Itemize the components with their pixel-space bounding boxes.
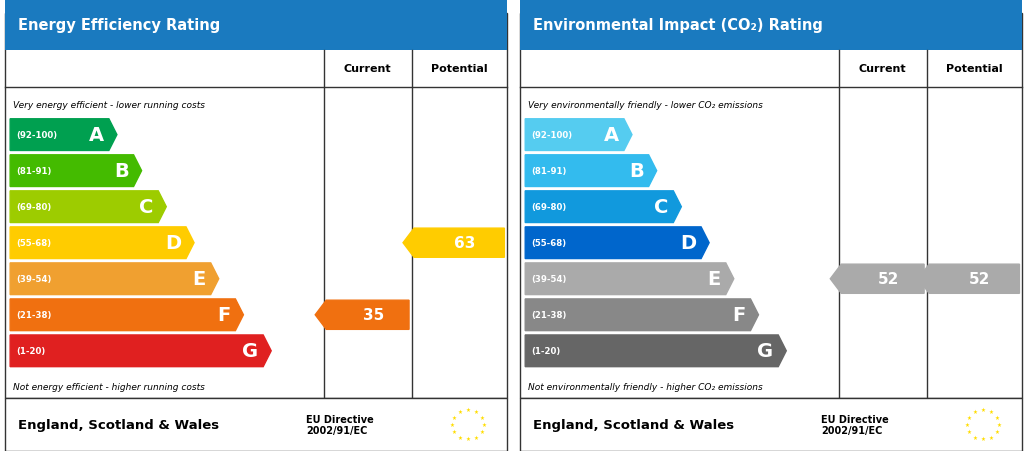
Polygon shape — [315, 300, 409, 330]
Text: ★: ★ — [479, 414, 484, 419]
Text: ★: ★ — [474, 409, 478, 414]
Text: ★: ★ — [973, 434, 977, 440]
Bar — [5, 14, 507, 398]
Text: ★: ★ — [967, 414, 972, 419]
Polygon shape — [525, 335, 786, 367]
Text: (55-68): (55-68) — [16, 239, 51, 248]
Text: G: G — [757, 341, 773, 360]
Text: B: B — [114, 162, 129, 181]
Text: A: A — [604, 126, 618, 145]
Text: ★: ★ — [965, 422, 970, 427]
Text: ★: ★ — [981, 407, 985, 412]
Text: C: C — [654, 198, 669, 216]
Text: D: D — [680, 234, 696, 253]
Text: EU Directive
2002/91/EC: EU Directive 2002/91/EC — [306, 414, 374, 435]
Bar — [5, 398, 507, 451]
Text: G: G — [242, 341, 258, 360]
Text: E: E — [708, 270, 721, 289]
Text: 35: 35 — [362, 308, 384, 322]
Text: England, Scotland & Wales: England, Scotland & Wales — [17, 418, 219, 431]
Text: (39-54): (39-54) — [16, 275, 51, 284]
Text: ★: ★ — [981, 437, 985, 442]
Text: F: F — [732, 306, 745, 325]
Polygon shape — [10, 227, 195, 259]
Text: Not environmentally friendly - higher CO₂ emissions: Not environmentally friendly - higher CO… — [527, 382, 763, 391]
Polygon shape — [10, 335, 271, 367]
Text: ★: ★ — [474, 434, 478, 440]
Text: ★: ★ — [479, 429, 484, 434]
Polygon shape — [403, 229, 505, 258]
Text: (69-80): (69-80) — [531, 203, 566, 212]
Text: 52: 52 — [969, 272, 990, 286]
Text: ★: ★ — [466, 407, 470, 412]
Bar — [520, 14, 1022, 398]
Text: (39-54): (39-54) — [531, 275, 566, 284]
Text: ★: ★ — [452, 429, 457, 434]
Polygon shape — [525, 156, 656, 187]
Text: A: A — [89, 126, 103, 145]
Bar — [5, 0, 507, 51]
Text: F: F — [217, 306, 230, 325]
Text: Not energy efficient - higher running costs: Not energy efficient - higher running co… — [12, 382, 205, 391]
Text: (81-91): (81-91) — [531, 167, 566, 176]
Polygon shape — [10, 191, 166, 223]
Text: ★: ★ — [481, 422, 486, 427]
Text: (81-91): (81-91) — [16, 167, 51, 176]
Polygon shape — [525, 227, 710, 259]
Text: D: D — [165, 234, 181, 253]
Text: ★: ★ — [458, 409, 462, 414]
Polygon shape — [525, 299, 759, 331]
Bar — [520, 0, 1022, 51]
Text: EU Directive
2002/91/EC: EU Directive 2002/91/EC — [821, 414, 889, 435]
Text: (69-80): (69-80) — [16, 203, 51, 212]
Text: Very environmentally friendly - lower CO₂ emissions: Very environmentally friendly - lower CO… — [527, 101, 763, 110]
Text: ★: ★ — [994, 429, 999, 434]
Text: England, Scotland & Wales: England, Scotland & Wales — [532, 418, 734, 431]
Text: E: E — [193, 270, 206, 289]
Polygon shape — [525, 191, 681, 223]
Text: ★: ★ — [450, 422, 455, 427]
Text: ★: ★ — [973, 409, 977, 414]
Text: (1-20): (1-20) — [531, 346, 560, 355]
Text: (21-38): (21-38) — [531, 311, 566, 320]
Polygon shape — [525, 120, 632, 151]
Text: B: B — [629, 162, 644, 181]
Text: (21-38): (21-38) — [16, 311, 51, 320]
Text: ★: ★ — [452, 414, 457, 419]
Text: (92-100): (92-100) — [16, 131, 57, 140]
Text: (1-20): (1-20) — [16, 346, 45, 355]
Polygon shape — [10, 263, 219, 295]
Polygon shape — [830, 265, 924, 294]
Polygon shape — [919, 265, 1020, 294]
Text: ★: ★ — [989, 434, 993, 440]
Bar — [520, 398, 1022, 451]
Text: Potential: Potential — [431, 64, 487, 74]
Text: Environmental Impact (CO₂) Rating: Environmental Impact (CO₂) Rating — [532, 18, 822, 33]
Text: ★: ★ — [967, 429, 972, 434]
Text: ★: ★ — [996, 422, 1001, 427]
Text: ★: ★ — [458, 434, 462, 440]
Polygon shape — [10, 120, 117, 151]
Text: ★: ★ — [994, 414, 999, 419]
Text: ★: ★ — [989, 409, 993, 414]
Text: ★: ★ — [466, 437, 470, 442]
Bar — [949, 402, 1017, 446]
Text: (55-68): (55-68) — [531, 239, 566, 248]
Polygon shape — [10, 156, 141, 187]
Polygon shape — [525, 263, 734, 295]
Text: Very energy efficient - lower running costs: Very energy efficient - lower running co… — [12, 101, 205, 110]
Text: Energy Efficiency Rating: Energy Efficiency Rating — [17, 18, 220, 33]
Bar — [434, 402, 502, 446]
Text: 52: 52 — [878, 272, 899, 286]
Text: C: C — [139, 198, 154, 216]
Text: Current: Current — [859, 64, 906, 74]
Polygon shape — [10, 299, 244, 331]
Text: (92-100): (92-100) — [531, 131, 572, 140]
Text: Current: Current — [344, 64, 391, 74]
Text: Potential: Potential — [946, 64, 1002, 74]
Text: 63: 63 — [454, 236, 475, 251]
